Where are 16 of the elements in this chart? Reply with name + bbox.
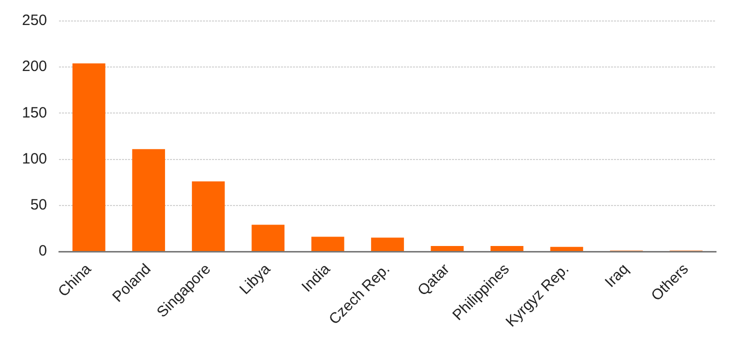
bar — [311, 236, 344, 252]
y-tick-label: 50 — [30, 196, 48, 214]
bar — [252, 224, 284, 252]
bar — [192, 181, 225, 252]
y-tick-label: 250 — [22, 12, 48, 30]
x-tick-label: Iraq — [602, 260, 632, 291]
bar — [490, 246, 524, 252]
bar — [132, 149, 166, 252]
bar — [550, 246, 584, 252]
bar — [371, 238, 404, 252]
y-tick-label: 0 — [38, 242, 48, 260]
bar — [430, 246, 464, 252]
y-tick-label: 100 — [22, 150, 48, 168]
y-tick-label: 200 — [22, 58, 48, 76]
y-tick-label: 150 — [22, 104, 48, 122]
bar — [72, 63, 106, 252]
